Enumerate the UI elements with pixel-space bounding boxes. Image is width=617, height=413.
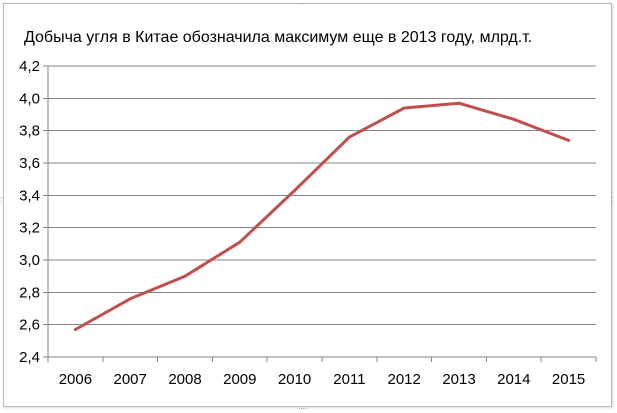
y-tick-label: 3,0 bbox=[19, 252, 40, 269]
y-tick-label: 3,2 bbox=[19, 220, 40, 237]
data-point bbox=[183, 274, 187, 278]
resize-handle-top[interactable]: ···· bbox=[298, 0, 307, 8]
y-tick-labels: 2,4 2,6 2,8 3,0 3,2 3,4 3,6 3,8 4,0 4,2 bbox=[19, 58, 40, 366]
x-tick-label: 2013 bbox=[442, 371, 475, 388]
data-point bbox=[128, 297, 132, 301]
x-tick-label: 2015 bbox=[552, 371, 585, 388]
y-tick-label: 4,2 bbox=[19, 58, 40, 75]
x-tick-label: 2014 bbox=[497, 371, 530, 388]
x-tick-label: 2011 bbox=[333, 371, 365, 388]
data-point bbox=[567, 138, 571, 142]
x-tick-label: 2006 bbox=[59, 371, 92, 388]
data-point bbox=[457, 101, 461, 105]
data-point bbox=[293, 188, 297, 192]
data-point bbox=[73, 328, 77, 332]
x-tick-label: 2008 bbox=[168, 371, 201, 388]
x-tick-label: 2007 bbox=[114, 371, 147, 388]
y-tick-label: 3,4 bbox=[19, 187, 40, 204]
series-line bbox=[73, 101, 571, 331]
resize-handle-right[interactable]: : bbox=[611, 194, 613, 204]
x-tick-label: 2010 bbox=[278, 371, 311, 388]
data-point bbox=[402, 106, 406, 110]
y-tick-label: 2,4 bbox=[19, 349, 40, 366]
chart-title: Добыча угля в Китае обозначила максимум … bbox=[24, 29, 532, 46]
axes bbox=[43, 65, 597, 362]
data-point bbox=[238, 240, 242, 244]
data-point bbox=[512, 117, 516, 121]
data-point bbox=[347, 135, 351, 139]
chart-frame bbox=[3, 3, 612, 407]
y-tick-label: 2,6 bbox=[19, 317, 40, 334]
x-tick-labels: 2006 2007 2008 2009 2010 2011 2012 2013 2014 2015 bbox=[59, 371, 586, 388]
y-tick-label: 3,6 bbox=[19, 155, 40, 172]
resize-handle-left[interactable]: : bbox=[0, 194, 2, 204]
x-tick-label: 2009 bbox=[223, 371, 256, 388]
series-layer bbox=[73, 101, 571, 332]
resize-handle-bottom[interactable]: ···· bbox=[298, 403, 307, 413]
gridlines bbox=[48, 65, 596, 326]
y-tick-label: 3,8 bbox=[19, 123, 40, 140]
y-tick-label: 2,8 bbox=[19, 284, 40, 301]
y-tick-label: 4,0 bbox=[19, 90, 40, 107]
x-tick-label: 2012 bbox=[388, 371, 421, 388]
